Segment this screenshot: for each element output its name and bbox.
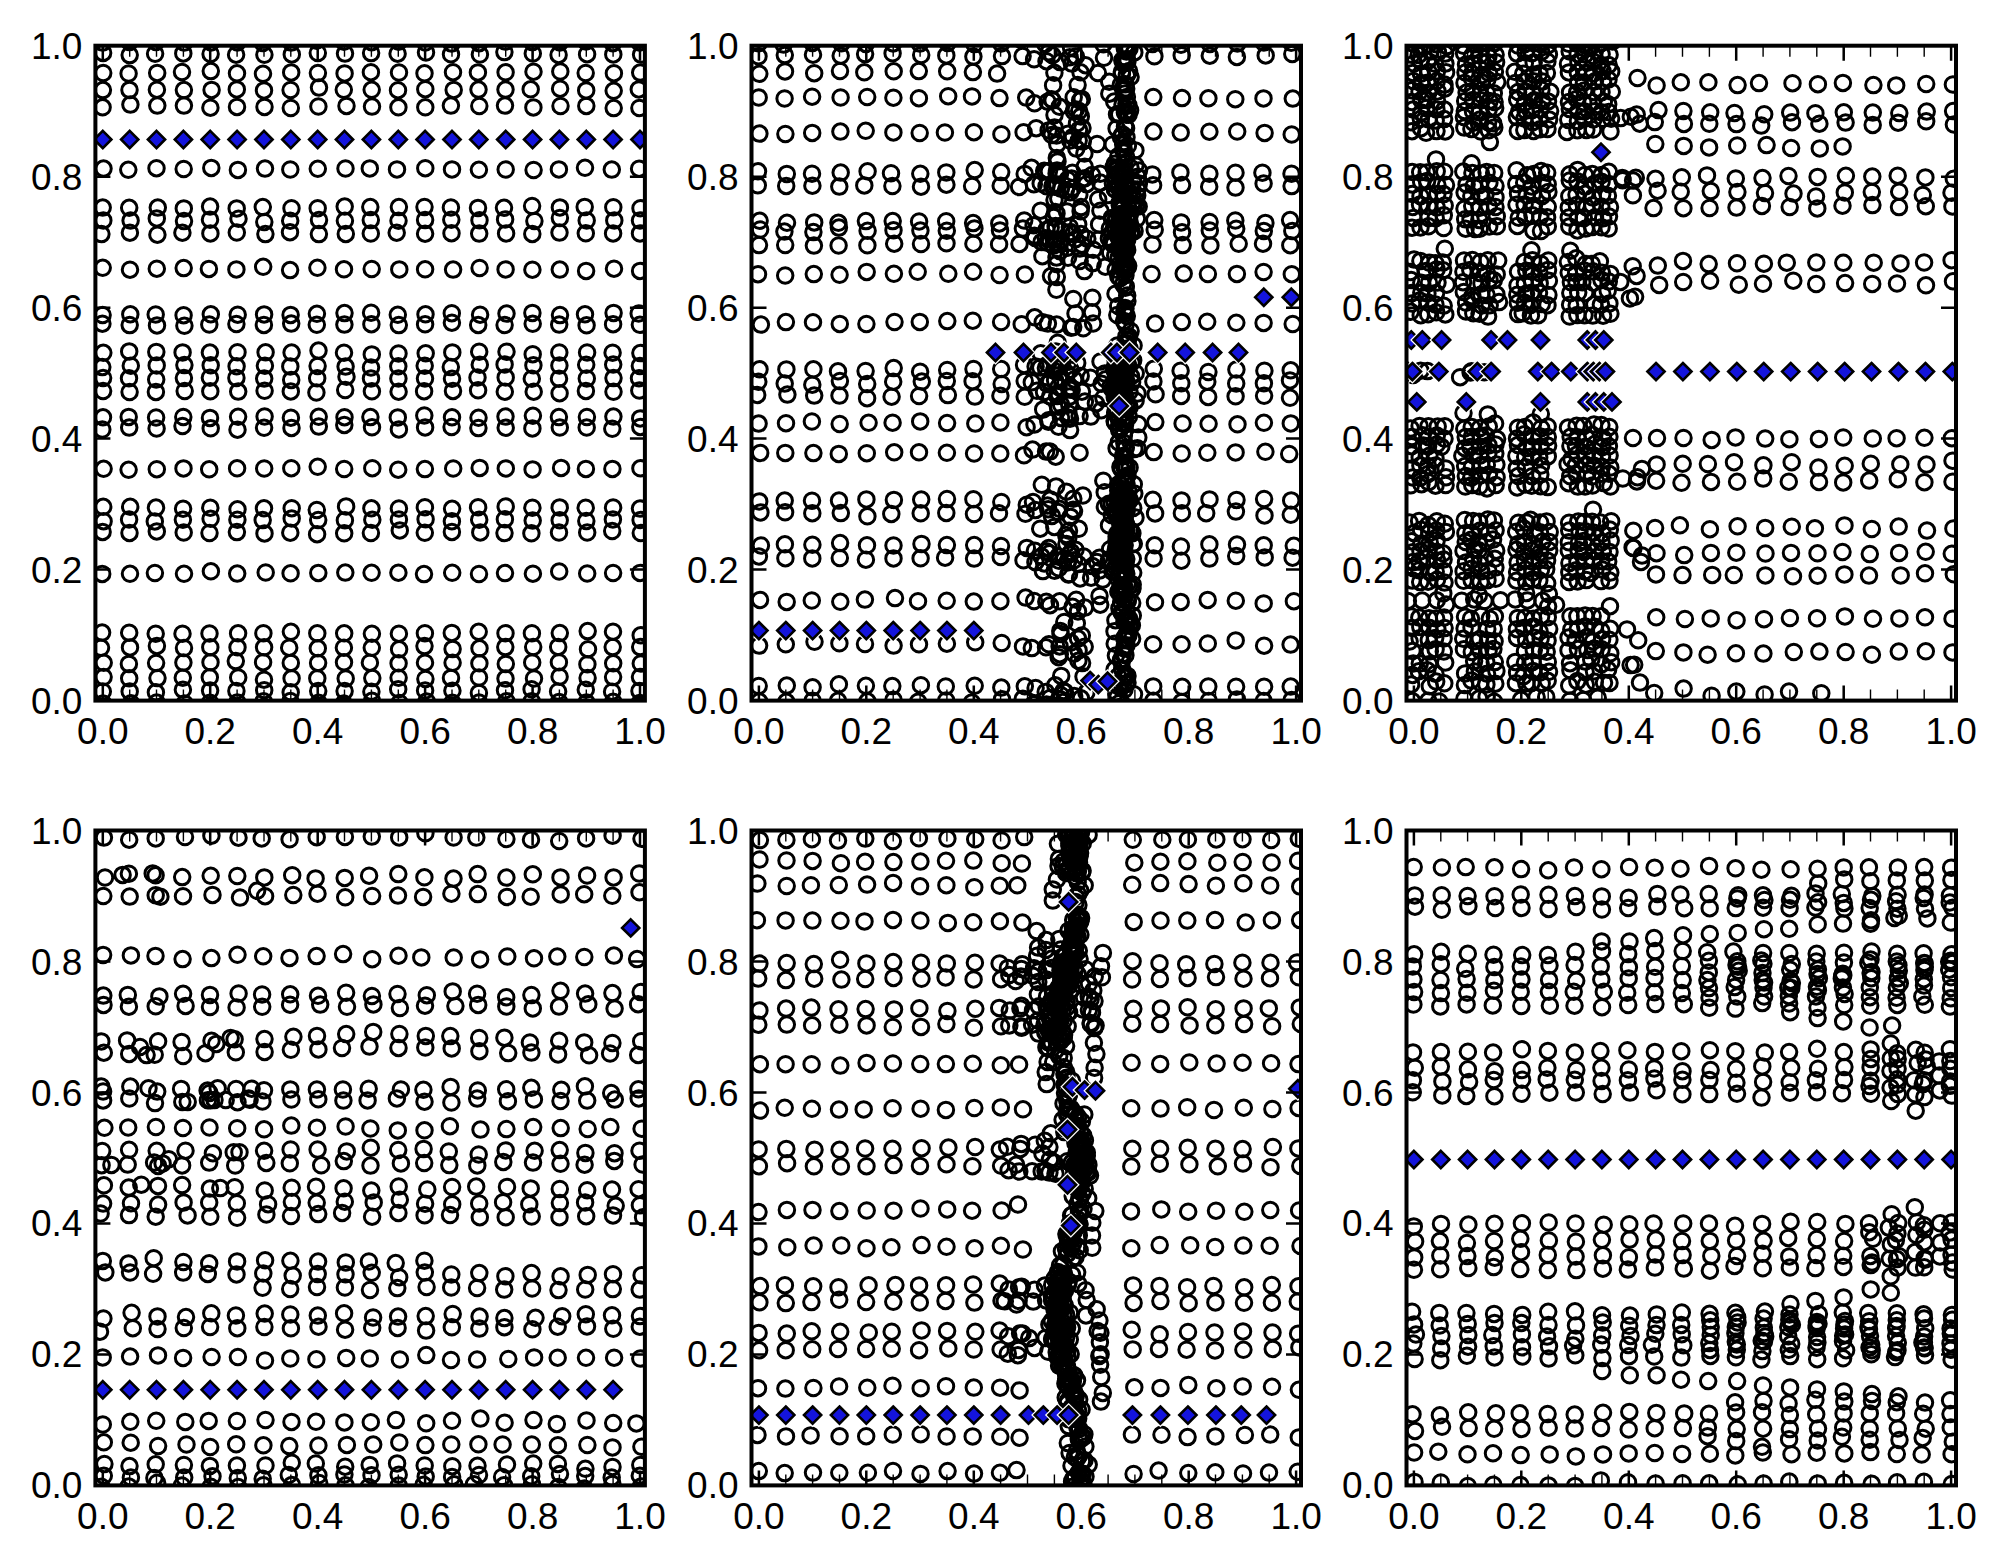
svg-text:0.6: 0.6 bbox=[399, 1496, 450, 1537]
svg-text:0.4: 0.4 bbox=[31, 1203, 82, 1244]
svg-text:0.6: 0.6 bbox=[1055, 1496, 1106, 1537]
svg-text:0.0: 0.0 bbox=[733, 711, 784, 752]
svg-text:0.0: 0.0 bbox=[31, 681, 82, 722]
svg-text:0.0: 0.0 bbox=[733, 1496, 784, 1537]
svg-text:0.8: 0.8 bbox=[687, 157, 738, 198]
svg-text:0.6: 0.6 bbox=[399, 711, 450, 752]
svg-text:1.0: 1.0 bbox=[1342, 811, 1393, 852]
svg-text:0.8: 0.8 bbox=[1163, 711, 1214, 752]
svg-text:0.6: 0.6 bbox=[1710, 1496, 1761, 1537]
svg-text:1.0: 1.0 bbox=[614, 1496, 665, 1537]
svg-text:0.6: 0.6 bbox=[687, 288, 738, 329]
svg-text:0.8: 0.8 bbox=[1163, 1496, 1214, 1537]
svg-text:0.4: 0.4 bbox=[1603, 711, 1654, 752]
svg-text:0.0: 0.0 bbox=[1388, 1496, 1439, 1537]
svg-text:1.0: 1.0 bbox=[1925, 711, 1976, 752]
svg-text:0.6: 0.6 bbox=[1710, 711, 1761, 752]
svg-text:0.8: 0.8 bbox=[687, 942, 738, 983]
svg-text:0.2: 0.2 bbox=[184, 1496, 235, 1537]
svg-text:0.6: 0.6 bbox=[1342, 1073, 1393, 1114]
svg-text:0.0: 0.0 bbox=[77, 711, 128, 752]
svg-text:0.4: 0.4 bbox=[687, 1203, 738, 1244]
svg-text:0.2: 0.2 bbox=[31, 550, 82, 591]
svg-text:0.2: 0.2 bbox=[1342, 550, 1393, 591]
svg-text:0.4: 0.4 bbox=[292, 1496, 343, 1537]
svg-text:0.0: 0.0 bbox=[1388, 711, 1439, 752]
svg-text:0.2: 0.2 bbox=[184, 711, 235, 752]
svg-text:0.8: 0.8 bbox=[507, 1496, 558, 1537]
svg-text:0.2: 0.2 bbox=[1496, 711, 1547, 752]
svg-text:0.0: 0.0 bbox=[77, 1496, 128, 1537]
svg-text:1.0: 1.0 bbox=[1270, 1496, 1321, 1537]
svg-text:0.8: 0.8 bbox=[1342, 942, 1393, 983]
svg-text:0.4: 0.4 bbox=[948, 711, 999, 752]
svg-text:0.8: 0.8 bbox=[31, 157, 82, 198]
svg-text:0.8: 0.8 bbox=[1818, 711, 1869, 752]
svg-text:1.0: 1.0 bbox=[31, 26, 82, 67]
svg-text:0.4: 0.4 bbox=[687, 419, 738, 460]
svg-text:0.2: 0.2 bbox=[687, 550, 738, 591]
svg-text:0.6: 0.6 bbox=[1342, 288, 1393, 329]
svg-text:0.4: 0.4 bbox=[31, 419, 82, 460]
svg-text:1.0: 1.0 bbox=[1925, 1496, 1976, 1537]
svg-text:1.0: 1.0 bbox=[687, 811, 738, 852]
svg-text:0.4: 0.4 bbox=[1342, 419, 1393, 460]
svg-text:0.2: 0.2 bbox=[1342, 1334, 1393, 1375]
svg-text:0.0: 0.0 bbox=[1342, 1465, 1393, 1506]
svg-text:0.2: 0.2 bbox=[841, 711, 892, 752]
svg-text:1.0: 1.0 bbox=[614, 711, 665, 752]
svg-text:1.0: 1.0 bbox=[1342, 26, 1393, 67]
svg-text:0.0: 0.0 bbox=[687, 681, 738, 722]
svg-text:0.6: 0.6 bbox=[31, 288, 82, 329]
svg-text:1.0: 1.0 bbox=[687, 26, 738, 67]
svg-text:0.4: 0.4 bbox=[1342, 1203, 1393, 1244]
svg-text:0.6: 0.6 bbox=[31, 1073, 82, 1114]
svg-text:0.8: 0.8 bbox=[1818, 1496, 1869, 1537]
svg-text:0.2: 0.2 bbox=[687, 1334, 738, 1375]
svg-text:0.8: 0.8 bbox=[507, 711, 558, 752]
svg-text:1.0: 1.0 bbox=[31, 811, 82, 852]
svg-text:0.4: 0.4 bbox=[948, 1496, 999, 1537]
svg-text:0.0: 0.0 bbox=[1342, 681, 1393, 722]
svg-text:0.2: 0.2 bbox=[841, 1496, 892, 1537]
svg-text:0.0: 0.0 bbox=[687, 1465, 738, 1506]
svg-text:0.2: 0.2 bbox=[31, 1334, 82, 1375]
svg-text:0.0: 0.0 bbox=[31, 1465, 82, 1506]
svg-text:0.4: 0.4 bbox=[292, 711, 343, 752]
svg-text:0.8: 0.8 bbox=[1342, 157, 1393, 198]
svg-text:0.2: 0.2 bbox=[1496, 1496, 1547, 1537]
svg-text:0.8: 0.8 bbox=[31, 942, 82, 983]
svg-text:0.6: 0.6 bbox=[1055, 711, 1106, 752]
svg-text:0.6: 0.6 bbox=[687, 1073, 738, 1114]
svg-text:0.4: 0.4 bbox=[1603, 1496, 1654, 1537]
svg-text:1.0: 1.0 bbox=[1270, 711, 1321, 752]
